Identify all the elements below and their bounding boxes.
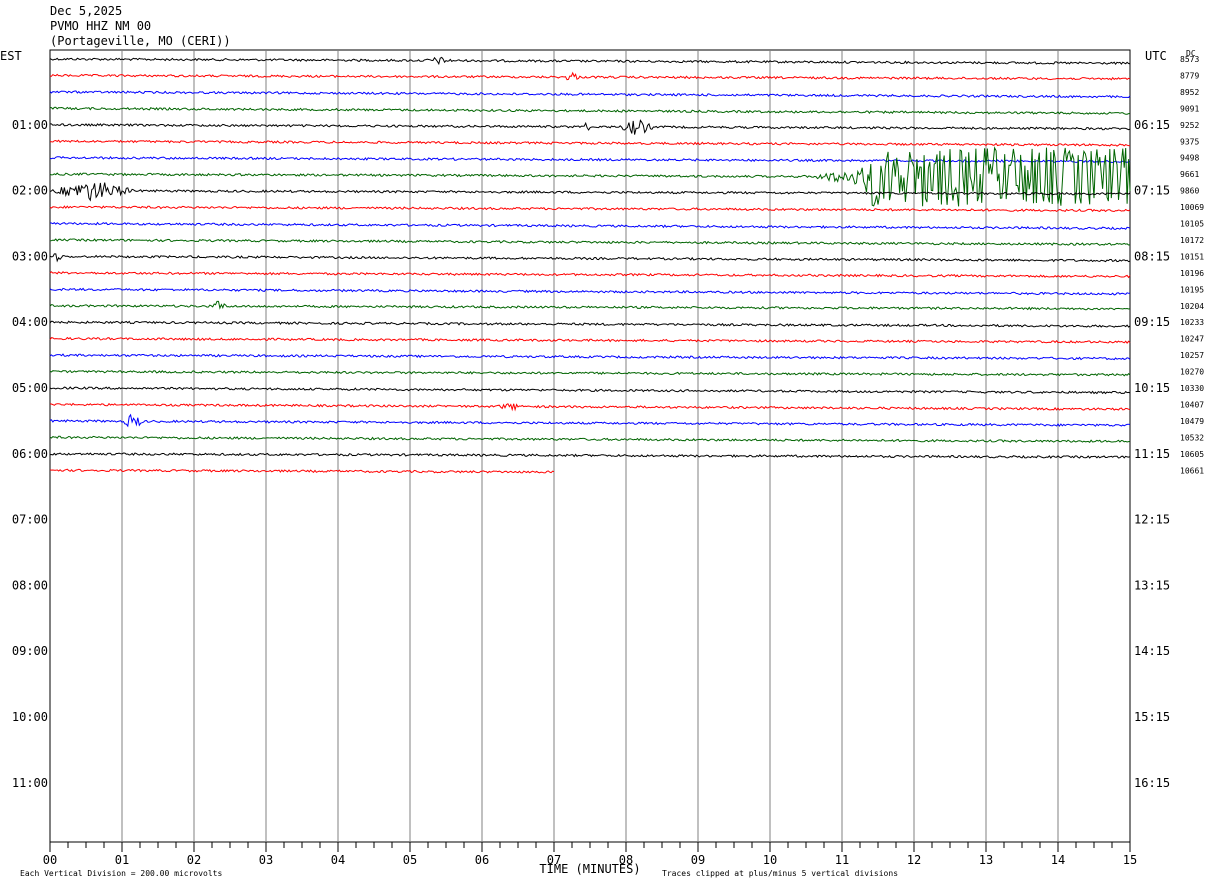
dc-offset-label: 8573 — [1180, 55, 1199, 64]
seismic-trace — [49, 300, 1131, 311]
utc-hour-label: 11:15 — [1134, 447, 1170, 461]
seismic-trace — [49, 320, 1131, 328]
seismic-trace — [49, 413, 1131, 428]
date-label: Dec 5,2025 — [50, 4, 123, 18]
est-hour-label: 07:00 — [12, 513, 48, 527]
est-axis-label: EST — [0, 49, 22, 63]
seismic-trace — [49, 139, 1131, 147]
seismic-trace — [49, 369, 1131, 377]
seismic-trace — [49, 106, 1131, 115]
utc-hour-label: 10:15 — [1134, 381, 1170, 395]
utc-hour-label: 16:15 — [1134, 776, 1170, 790]
seismic-trace — [49, 56, 1131, 66]
dc-offset-label: 9252 — [1180, 121, 1199, 130]
x-tick-label: 14 — [1051, 853, 1065, 867]
dc-offset-label: 9091 — [1180, 104, 1199, 113]
dc-label: DC — [1186, 49, 1196, 58]
x-tick-label: 06 — [475, 853, 489, 867]
x-tick-label: 02 — [187, 853, 201, 867]
x-tick-label: 10 — [763, 853, 777, 867]
seismic-trace — [49, 353, 1131, 361]
seismic-trace — [49, 402, 1131, 412]
est-hour-label: 10:00 — [12, 710, 48, 724]
utc-hour-label: 15:15 — [1134, 710, 1170, 724]
utc-hour-label: 13:15 — [1134, 578, 1170, 592]
dc-offset-label: 8779 — [1180, 71, 1199, 80]
seismic-trace — [49, 146, 1131, 207]
scale-note: Each Vertical Division = 200.00 microvol… — [20, 869, 222, 878]
dc-offset-label: 10532 — [1180, 433, 1204, 442]
dc-offset-label: 10233 — [1180, 318, 1204, 327]
dc-offset-label: 10605 — [1180, 450, 1204, 459]
dc-offset-label: 10257 — [1180, 351, 1204, 360]
dc-offset-label: 10195 — [1180, 285, 1204, 294]
utc-hour-label: 08:15 — [1134, 249, 1170, 263]
dc-offset-label: 10105 — [1180, 220, 1204, 229]
est-hour-label: 05:00 — [12, 381, 48, 395]
dc-offset-label: 10661 — [1180, 466, 1204, 475]
est-hour-label: 03:00 — [12, 249, 48, 263]
est-hour-label: 04:00 — [12, 315, 48, 329]
dc-offset-label: 10407 — [1180, 400, 1204, 409]
dc-offset-label: 10204 — [1180, 302, 1204, 311]
dc-offset-label: 9860 — [1180, 187, 1199, 196]
est-hour-label: 06:00 — [12, 447, 48, 461]
dc-offset-label: 10172 — [1180, 236, 1204, 245]
dc-offset-label: 8952 — [1180, 88, 1199, 97]
x-tick-label: 13 — [979, 853, 993, 867]
x-axis-title: TIME (MINUTES) — [539, 862, 640, 876]
seismic-trace — [49, 287, 1131, 296]
utc-axis-label: UTC — [1145, 49, 1167, 63]
seismic-trace — [49, 271, 1131, 279]
x-tick-label: 04 — [331, 853, 345, 867]
utc-hour-label: 09:15 — [1134, 315, 1170, 329]
x-tick-label: 15 — [1123, 853, 1137, 867]
seismic-trace — [49, 205, 1131, 213]
seismic-trace — [49, 386, 1131, 395]
seismic-trace — [49, 221, 1131, 230]
est-hour-label: 01:00 — [12, 118, 48, 132]
utc-hour-label: 06:15 — [1134, 118, 1170, 132]
station-label: PVMO HHZ NM 00 — [50, 19, 152, 33]
x-tick-label: 11 — [835, 853, 849, 867]
dc-offset-label: 10330 — [1180, 384, 1204, 393]
x-tick-label: 07 — [547, 853, 561, 867]
seismic-trace — [49, 182, 1131, 202]
dc-offset-label: 9498 — [1180, 154, 1199, 163]
seismic-trace — [49, 253, 1131, 263]
utc-hour-label: 12:15 — [1134, 513, 1170, 527]
clip-note: Traces clipped at plus/minus 5 vertical … — [662, 869, 898, 878]
seismic-trace — [49, 71, 1131, 81]
location-label: (Portageville, MO (CERI)) — [50, 34, 231, 48]
x-tick-label: 08 — [619, 853, 633, 867]
est-hour-label: 08:00 — [12, 578, 48, 592]
dc-offset-label: 10069 — [1180, 203, 1204, 212]
seismic-trace — [49, 452, 1131, 459]
utc-hour-label: 07:15 — [1134, 184, 1170, 198]
dc-offset-label: 10151 — [1180, 252, 1204, 261]
seismic-trace — [49, 238, 1131, 246]
seismic-trace — [49, 336, 1131, 344]
dc-offset-label: 9661 — [1180, 170, 1199, 179]
dc-offset-label: 10196 — [1180, 269, 1204, 278]
dc-offset-label: 10270 — [1180, 368, 1204, 377]
x-tick-label: 03 — [259, 853, 273, 867]
x-tick-label: 05 — [403, 853, 417, 867]
x-tick-label: 09 — [691, 853, 705, 867]
dc-offset-label: 10247 — [1180, 335, 1204, 344]
est-hour-label: 11:00 — [12, 776, 48, 790]
dc-offset-label: 10479 — [1180, 417, 1204, 426]
dc-offset-label: 9375 — [1180, 137, 1199, 146]
est-hour-label: 02:00 — [12, 184, 48, 198]
seismic-trace — [49, 90, 1131, 99]
x-tick-label: 00 — [43, 853, 57, 867]
seismic-trace — [49, 435, 1131, 443]
est-hour-label: 09:00 — [12, 644, 48, 658]
x-tick-label: 01 — [115, 853, 129, 867]
utc-hour-label: 14:15 — [1134, 644, 1170, 658]
seismic-trace — [50, 119, 1131, 135]
x-tick-label: 12 — [907, 853, 921, 867]
seismic-trace — [49, 468, 555, 474]
